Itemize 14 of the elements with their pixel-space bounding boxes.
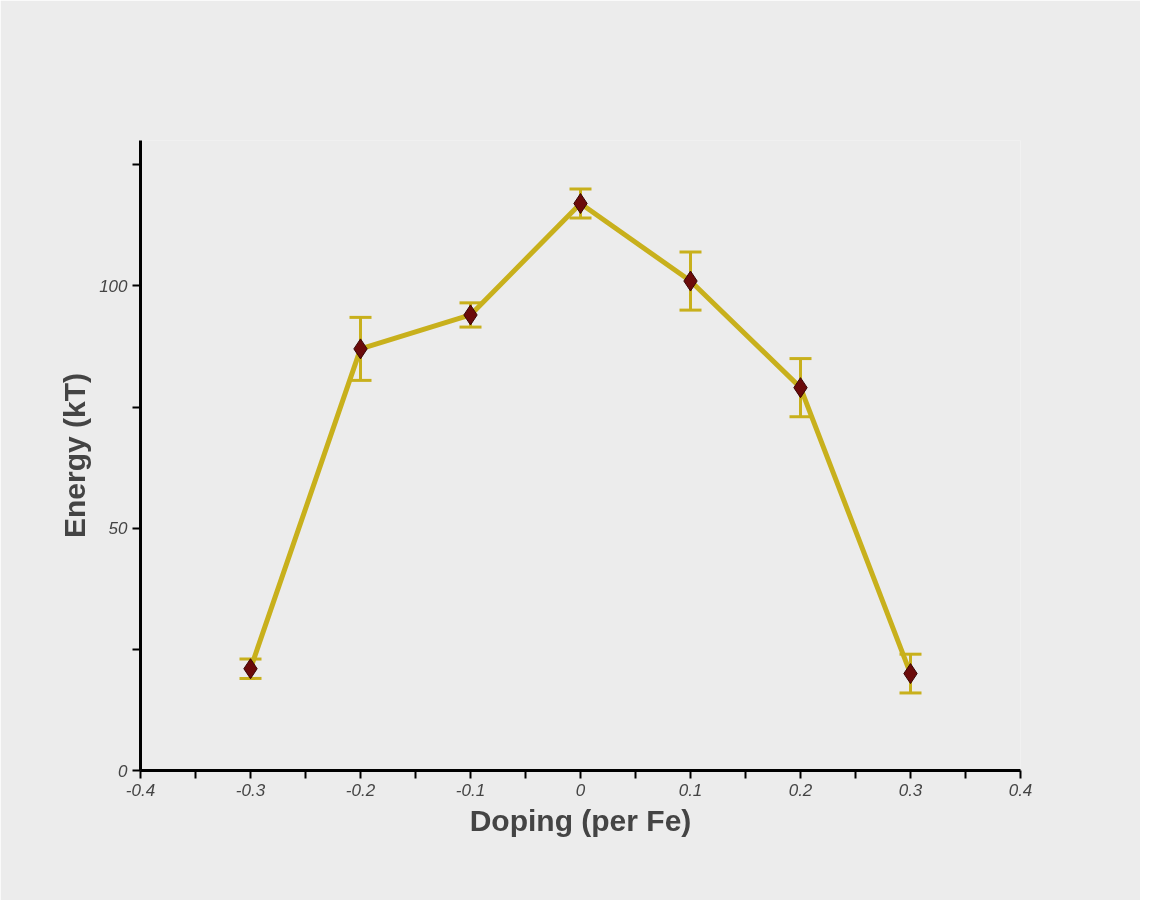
y-axis-title: Energy (kT) <box>58 372 92 539</box>
x-tick-label: -0.4 <box>125 780 156 800</box>
x-tick-label: -0.2 <box>345 780 376 800</box>
y-tick-label: 100 <box>99 276 129 296</box>
x-tick-label: -0.3 <box>235 780 266 800</box>
x-tick-label: 0.3 <box>898 780 923 800</box>
y-tick-label: 0 <box>118 761 129 781</box>
x-tick-label: 0.1 <box>678 780 703 800</box>
x-tick-label: 0.2 <box>788 780 813 800</box>
x-tick-label: 0.4 <box>1008 780 1033 800</box>
x-tick-label: -0.1 <box>455 780 486 800</box>
x-axis-title: Doping (per Fe) <box>469 803 692 837</box>
x-tick-label: 0 <box>575 780 586 800</box>
y-tick-label: 50 <box>108 519 129 539</box>
